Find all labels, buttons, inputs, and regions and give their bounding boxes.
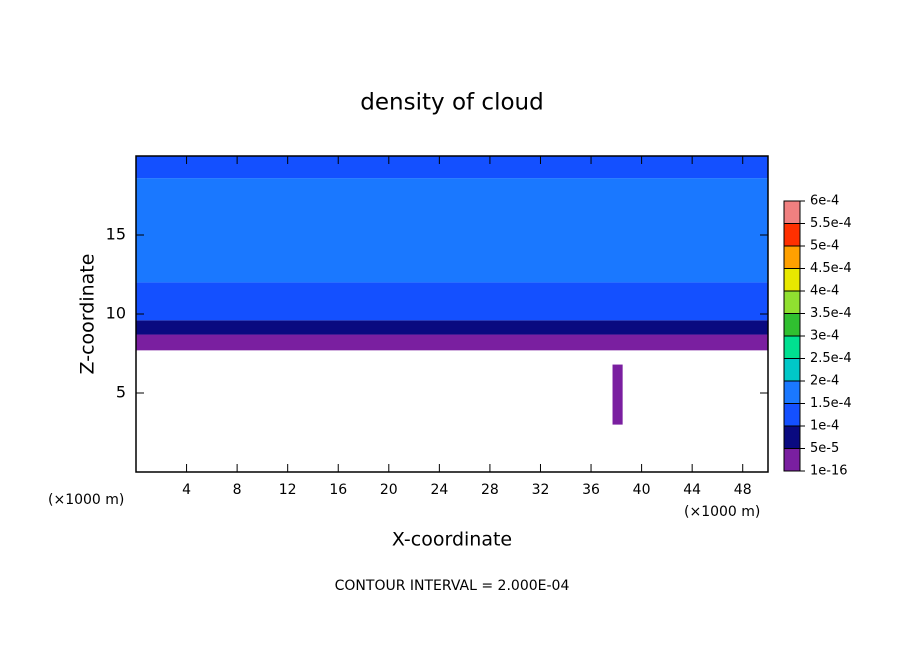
x-tick-label: 36 [582,482,600,498]
x-tick-label: 12 [279,482,297,498]
colorbar-label: 6e-4 [810,194,839,209]
colorbar-label: 5e-5 [810,441,839,456]
x-tick-label: 16 [329,482,347,498]
x-tick-label: 40 [633,482,651,498]
colorbar-label: 1e-16 [810,464,848,479]
chart-title: density of cloud [360,90,543,116]
colorbar-box [783,425,801,449]
colorbar-box [783,290,801,314]
colorbar-label: 4e-4 [810,284,839,299]
contour-region [136,282,768,321]
x-tick-label: 4 [182,482,191,498]
y-tick-label: 5 [116,383,126,402]
colorbar-label: 2e-4 [810,374,839,389]
contour-region [136,320,768,335]
colorbar-box [783,358,801,382]
x-tick-label: 24 [430,482,448,498]
colorbar-label: 1e-4 [810,419,839,434]
colorbar-label: 1.5e-4 [810,396,852,411]
colorbar-label: 4.5e-4 [810,261,852,276]
colorbar-label: 5e-4 [810,239,839,254]
contour-region [136,178,768,283]
x-tick-label: 20 [380,482,398,498]
colorbar-box [783,268,801,292]
colorbar-box [783,335,801,359]
colorbar-box [783,223,801,247]
x-tick-label: 48 [734,482,752,498]
x-axis-label: X-coordinate [392,529,512,551]
annotation: CONTOUR INTERVAL = 2.000E-04 [335,578,570,594]
colorbar-label: 2.5e-4 [810,351,852,366]
colorbar-box [783,448,801,472]
colorbar-label: 5.5e-4 [810,216,852,231]
colorbar-box [783,200,801,224]
x-tick-label: 28 [481,482,499,498]
contour-region [136,334,768,351]
x-tick-label: 32 [532,482,550,498]
y-tick-label: 10 [106,304,126,323]
contour-region [612,364,623,425]
colorbar-box [783,245,801,269]
y-tick-label: 15 [106,225,126,244]
x-tick-label: 44 [683,482,701,498]
colorbar-box [783,403,801,427]
colorbar-box [783,380,801,404]
colorbar-label: 3.5e-4 [810,306,852,321]
colorbar-box [783,313,801,337]
y-unit-label: (×1000 m) [48,492,124,508]
x-unit-label: (×1000 m) [684,504,760,520]
x-tick-label: 8 [233,482,242,498]
contour-region [136,156,768,179]
y-axis-label: Z-coordinate [77,254,99,375]
colorbar-label: 3e-4 [810,329,839,344]
